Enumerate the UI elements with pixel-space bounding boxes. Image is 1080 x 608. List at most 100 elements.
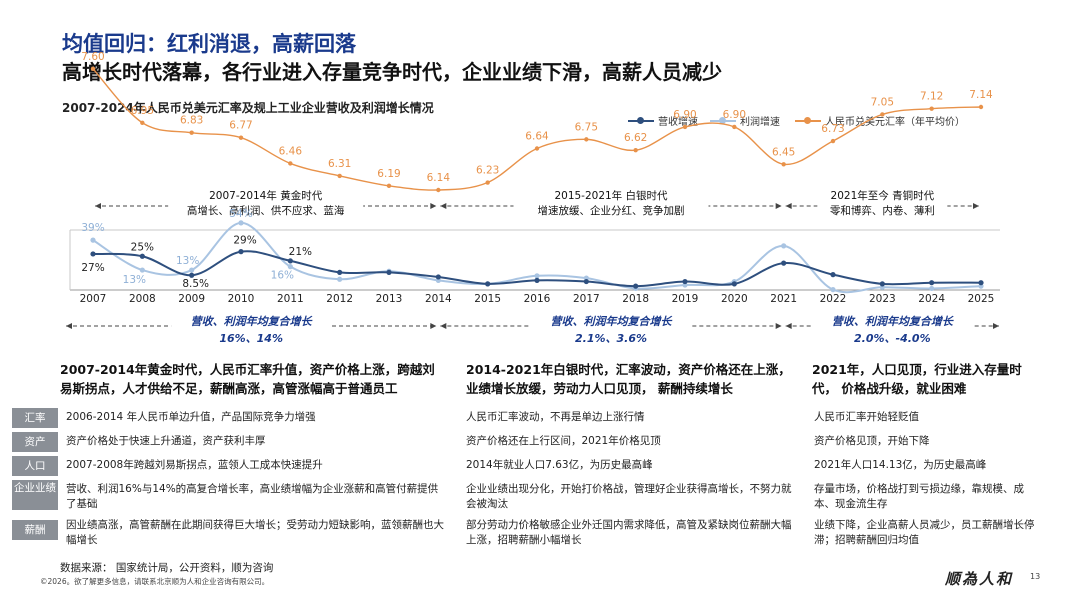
row-label-rate: 汇率 (12, 408, 58, 428)
data-label-rate: 6.77 (229, 120, 252, 132)
point-revenue (781, 260, 787, 266)
point-rate (189, 130, 194, 135)
cell-assets-golden: 资产价格处于快速上升通道，资产获利丰厚 (66, 435, 266, 447)
point-revenue (435, 274, 441, 280)
cagr-title: 营收、利润年均复合增长 (832, 315, 954, 328)
data-label-rate: 7.05 (871, 96, 894, 108)
point-revenue (682, 278, 688, 285)
era-label-bg (513, 185, 709, 221)
cagr-arrow-left (785, 323, 792, 329)
data-label-profit: 13% (123, 274, 146, 286)
cagr-values: 2.1%、3.6% (575, 332, 647, 345)
data-label-profit: 13% (176, 255, 199, 267)
era-desc: 增速放缓、企业分红、竞争加剧 (538, 204, 685, 217)
page-title: 均值回归：红利消退，高薪回落 (62, 32, 356, 56)
data-label-rate: 6.95 (131, 105, 154, 117)
era-title: 2021年至今 青铜时代 (831, 189, 935, 202)
cell-performance-silver: 企业业绩出现分化，开始打价格战，管理好企业获得高增长，不努力就会被淘汰 (466, 483, 792, 510)
point-profit (534, 273, 540, 279)
x-tick-label: 2009 (178, 293, 205, 305)
x-tick-label: 2008 (129, 293, 156, 305)
copyright: ©2026。欲了解更多信息，请联系北京顺为人和企业咨询有限公司。 (40, 577, 270, 586)
cagr-title: 营收、利润年均复合增长 (551, 315, 673, 328)
data-label-rate: 6.19 (377, 168, 400, 180)
point-revenue (583, 278, 589, 285)
era-arrow-right (775, 203, 782, 209)
legend-revenue-swatch (628, 116, 654, 124)
point-rate (90, 66, 96, 72)
row-label-salary: 薪酬 (12, 520, 58, 540)
x-tick-label: 2019 (672, 293, 699, 305)
data-label-rate: 6.83 (180, 115, 203, 127)
cell-rate-bronze: 人民币汇率开始轻贬值 (814, 411, 919, 423)
row-label-performance: 企业业绩 (12, 480, 58, 510)
era-arrow-left (785, 203, 792, 209)
cagr-values: 16%、14% (219, 332, 283, 345)
point-rate (880, 112, 885, 117)
point-revenue (337, 269, 343, 275)
point-profit (189, 267, 195, 273)
data-label-revenue: 29% (233, 235, 256, 247)
data-label-rate: 6.64 (525, 131, 549, 143)
data-label-rate: 6.14 (427, 172, 451, 184)
x-tick-label: 2022 (820, 293, 847, 305)
data-label-rate: 6.62 (624, 132, 647, 144)
cell-salary-golden: 因业绩高涨，高管薪酬在此期间获得巨大增长；受劳动力短缺影响，蓝领薪酬也大幅增长 (66, 519, 444, 546)
x-tick-label: 2014 (425, 293, 452, 305)
cagr-values: 2.0%、-4.0% (854, 332, 931, 345)
legend-profit-swatch (710, 116, 736, 124)
cell-performance-bronze: 存量市场，价格战打到亏损边缘，靠规模、成本、现金流生存 (814, 483, 1024, 510)
point-rate (978, 104, 984, 110)
data-label-revenue: 27% (81, 262, 104, 274)
data-label-rate: 6.90 (723, 109, 746, 121)
data-label-rate: 7.14 (969, 89, 993, 101)
col-head-silver: 2014-2021年白银时代，汇率波动，资产价格还在上涨，业绩增长放缓，劳动力人… (466, 362, 791, 396)
cell-population-golden: 2007-2008年跨越刘易斯拐点，蓝领人工成本快速提升 (66, 459, 323, 471)
cagr-title: 营收、利润年均复合增长 (191, 315, 313, 328)
cell-rate-golden: 2006-2014 年人民币单边升值，产品国际竞争力增强 (66, 411, 316, 423)
legend-rate: 人民币兑美元汇率（年平均价） (795, 113, 965, 128)
point-revenue (534, 277, 540, 283)
x-tick-label: 2020 (721, 293, 748, 305)
point-revenue (830, 272, 836, 278)
era-arrow-right (430, 203, 437, 209)
point-profit (929, 285, 935, 292)
x-tick-label: 2017 (573, 293, 600, 305)
point-rate (929, 106, 934, 111)
col-head-golden: 2007-2014年黄金时代，人民币汇率升值，资产价格上涨，跨越刘易斯拐点，人才… (60, 362, 435, 396)
point-revenue (386, 269, 392, 275)
data-label-rate: 6.46 (279, 145, 303, 157)
point-profit (781, 243, 787, 249)
point-revenue (929, 280, 935, 286)
row-label-population: 人口 (12, 456, 58, 476)
page-number: 13 (1030, 572, 1041, 581)
point-profit (238, 220, 244, 226)
x-tick-label: 2011 (277, 293, 304, 305)
point-revenue (287, 258, 293, 264)
data-label-profit: 54% (229, 208, 252, 220)
data-label-profit: 16% (271, 270, 294, 282)
point-rate (436, 187, 441, 193)
x-tick-label: 2025 (968, 293, 995, 305)
legend-rate-swatch (795, 116, 821, 124)
cell-assets-silver: 资产价格还在上行区间，2021年价格见顶 (466, 435, 661, 447)
x-tick-label: 2018 (622, 293, 649, 305)
cell-assets-bronze: 资产价格见顶，开始下降 (814, 435, 930, 447)
x-tick-label: 2012 (326, 293, 353, 305)
point-profit (139, 267, 145, 273)
chart-area: 2007 2008 2009 2010 2011 2012 2013 2014 2015 2016… (66, 50, 1000, 348)
cagr-arrow-left (66, 323, 72, 329)
cell-salary-silver: 部分劳动力价格敏感企业外迁国内需求降低，高管及紧缺岗位薪酬大幅上涨，招聘薪酬小幅… (466, 519, 792, 546)
legend-profit-label: 利润增速 (740, 117, 780, 128)
cagr-arrow-right (430, 323, 437, 329)
cagr-arrow-right (775, 323, 782, 329)
point-rate (682, 124, 688, 130)
point-revenue (139, 253, 145, 259)
data-label-revenue: 8.5% (182, 278, 209, 290)
era-label-bg (168, 185, 364, 221)
series-line-rate (92, 68, 982, 191)
cagr-label-bg (531, 312, 691, 348)
point-rate (633, 147, 638, 153)
chart-title: 2007-2024年人民币兑美元汇率及规上工业企业营收及利润增长情况 (62, 101, 434, 115)
x-tick-label: 2007 (80, 293, 107, 305)
